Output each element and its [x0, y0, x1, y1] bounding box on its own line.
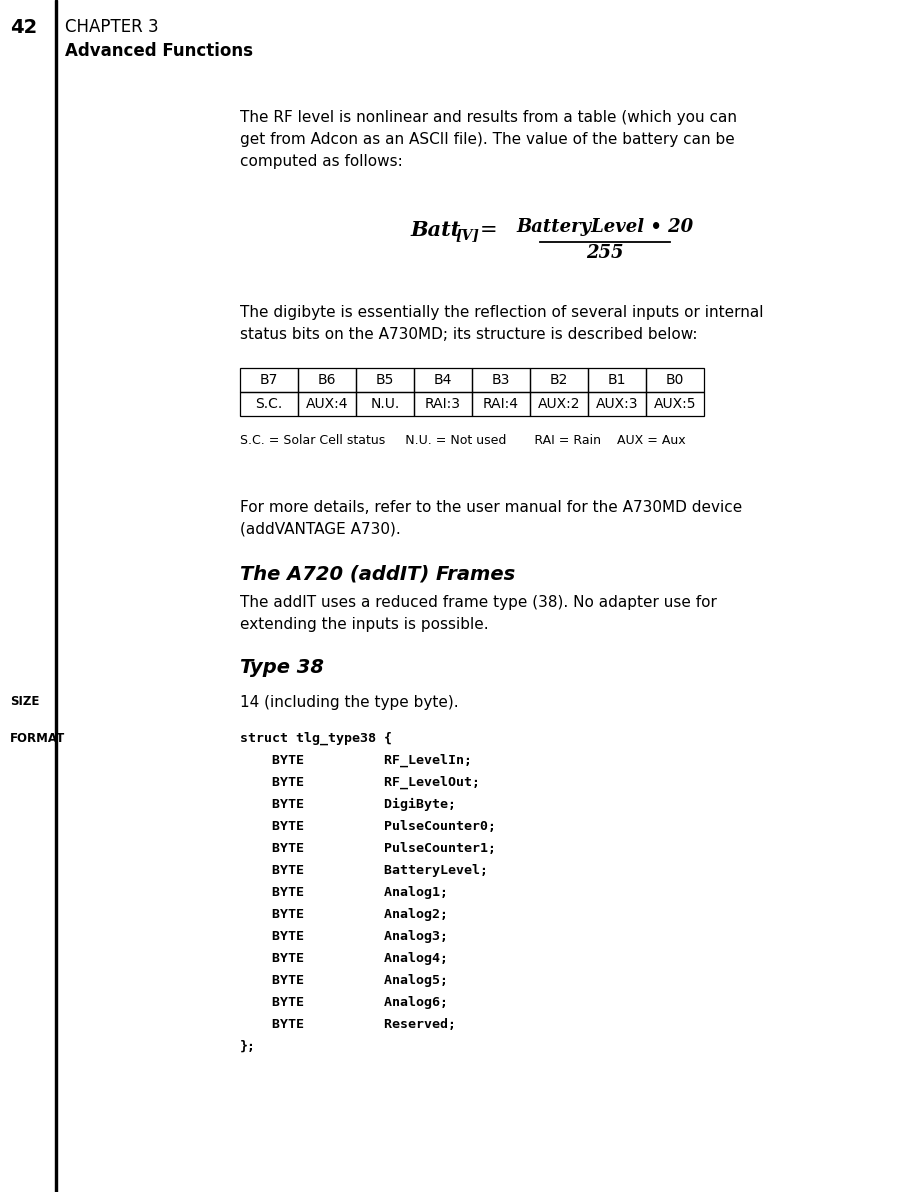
Text: RAI:4: RAI:4	[483, 397, 519, 411]
Bar	[55, 0, 57, 1192]
Text: =: =	[480, 221, 497, 240]
Text: B7: B7	[260, 373, 278, 387]
Text: RAI:3: RAI:3	[425, 397, 461, 411]
Text: SIZE: SIZE	[10, 695, 39, 708]
Text: Batt: Batt	[410, 221, 460, 240]
Text: computed as follows:: computed as follows:	[240, 154, 403, 169]
Bar	[356, 392, 414, 416]
Text: extending the inputs is possible.: extending the inputs is possible.	[240, 617, 488, 632]
Text: B4: B4	[434, 373, 452, 387]
Text: 42: 42	[10, 18, 37, 37]
Bar	[298, 392, 356, 416]
Text: get from Adcon as an ASCII file). The value of the battery can be: get from Adcon as an ASCII file). The va…	[240, 132, 735, 147]
Text: AUX:5: AUX:5	[654, 397, 696, 411]
Bar	[240, 368, 298, 392]
Text: For more details, refer to the user manual for the A730MD device: For more details, refer to the user manu…	[240, 499, 742, 515]
Text: BYTE          Analog1;: BYTE Analog1;	[240, 886, 448, 899]
Bar	[414, 392, 472, 416]
Text: BatteryLevel • 20: BatteryLevel • 20	[517, 218, 693, 236]
Text: BYTE          BatteryLevel;: BYTE BatteryLevel;	[240, 864, 488, 877]
Text: B0: B0	[666, 373, 684, 387]
Bar	[588, 392, 646, 416]
Text: Type 38: Type 38	[240, 658, 324, 677]
Text: Advanced Functions: Advanced Functions	[65, 42, 253, 60]
Text: [V]: [V]	[455, 228, 479, 242]
Text: FORMAT: FORMAT	[10, 732, 66, 745]
Bar	[646, 392, 704, 416]
Text: BYTE          Analog3;: BYTE Analog3;	[240, 930, 448, 943]
Text: 14 (including the type byte).: 14 (including the type byte).	[240, 695, 458, 710]
Bar	[588, 368, 646, 392]
Text: The addIT uses a reduced frame type (38). No adapter use for: The addIT uses a reduced frame type (38)…	[240, 595, 717, 610]
Bar	[356, 368, 414, 392]
Text: AUX:2: AUX:2	[537, 397, 580, 411]
Text: status bits on the A730MD; its structure is described below:: status bits on the A730MD; its structure…	[240, 327, 698, 342]
Text: BYTE          Analog6;: BYTE Analog6;	[240, 997, 448, 1008]
Text: BYTE          DigiByte;: BYTE DigiByte;	[240, 797, 456, 811]
Text: BYTE          Analog2;: BYTE Analog2;	[240, 908, 448, 921]
Bar	[530, 368, 588, 392]
Text: S.C.: S.C.	[255, 397, 282, 411]
Text: BYTE          Reserved;: BYTE Reserved;	[240, 1018, 456, 1031]
Text: B6: B6	[318, 373, 336, 387]
Text: BYTE          RF_LevelIn;: BYTE RF_LevelIn;	[240, 755, 472, 768]
Text: CHAPTER 3: CHAPTER 3	[65, 18, 159, 36]
Text: The digibyte is essentially the reflection of several inputs or internal: The digibyte is essentially the reflecti…	[240, 305, 763, 319]
Text: The RF level is nonlinear and results from a table (which you can: The RF level is nonlinear and results fr…	[240, 110, 737, 125]
Text: BYTE          Analog5;: BYTE Analog5;	[240, 974, 448, 987]
Bar	[472, 392, 530, 416]
Text: 255: 255	[587, 244, 624, 262]
Text: AUX:3: AUX:3	[596, 397, 639, 411]
Text: N.U.: N.U.	[371, 397, 400, 411]
Text: B5: B5	[376, 373, 394, 387]
Text: AUX:4: AUX:4	[306, 397, 348, 411]
Text: B2: B2	[550, 373, 568, 387]
Text: BYTE          Analog4;: BYTE Analog4;	[240, 952, 448, 966]
Text: B1: B1	[608, 373, 626, 387]
Bar	[240, 392, 298, 416]
Text: B3: B3	[492, 373, 510, 387]
Text: S.C. = Solar Cell status     N.U. = Not used       RAI = Rain    AUX = Aux: S.C. = Solar Cell status N.U. = Not used…	[240, 434, 686, 447]
Bar	[472, 368, 530, 392]
Bar	[530, 392, 588, 416]
Text: BYTE          RF_LevelOut;: BYTE RF_LevelOut;	[240, 776, 480, 789]
Bar	[298, 368, 356, 392]
Bar	[646, 368, 704, 392]
Text: BYTE          PulseCounter1;: BYTE PulseCounter1;	[240, 842, 496, 855]
Text: The A720 (addIT) Frames: The A720 (addIT) Frames	[240, 565, 516, 584]
Text: (addVANTAGE A730).: (addVANTAGE A730).	[240, 522, 401, 538]
Text: };: };	[240, 1039, 256, 1053]
Bar	[414, 368, 472, 392]
Text: struct tlg_type38 {: struct tlg_type38 {	[240, 732, 392, 745]
Text: BYTE          PulseCounter0;: BYTE PulseCounter0;	[240, 820, 496, 833]
